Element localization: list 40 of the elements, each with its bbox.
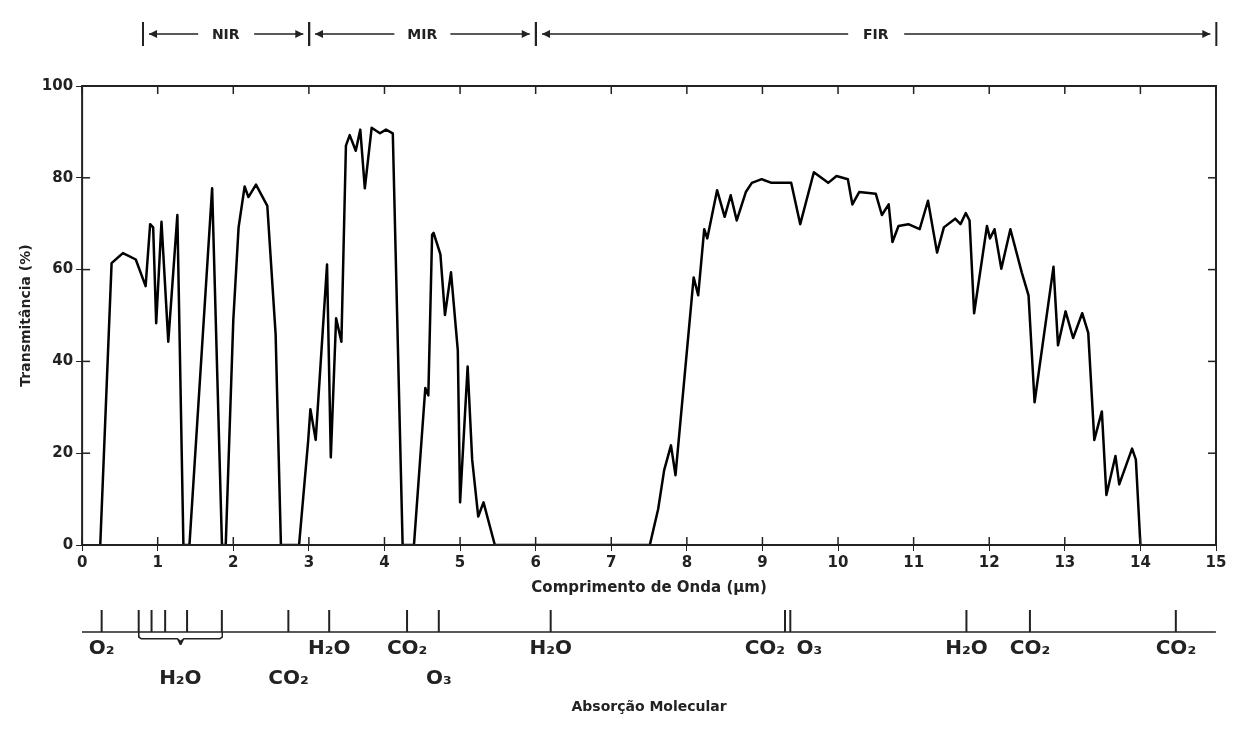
y-tick-label: 80 bbox=[52, 167, 74, 186]
x-tick-label: 7 bbox=[606, 552, 617, 571]
y-tick-label: 0 bbox=[62, 534, 74, 553]
y-tick-label: 100 bbox=[41, 75, 74, 94]
text: H₂O bbox=[529, 635, 573, 659]
text: CO₂ bbox=[1155, 635, 1197, 659]
y-tick-label: 40 bbox=[52, 351, 74, 370]
x-tick-label: 14 bbox=[1129, 552, 1151, 571]
y-tick-label: 60 bbox=[52, 259, 74, 278]
x-axis-title: Comprimento de Onda (μm) bbox=[531, 577, 767, 596]
x-tick-label: 2 bbox=[228, 552, 239, 571]
text: H₂O bbox=[945, 635, 988, 659]
text: CO₂ bbox=[386, 635, 428, 659]
y-tick-label: 20 bbox=[52, 443, 74, 462]
x-tick-label: 3 bbox=[303, 552, 315, 571]
y-axis-title: Transmitância (%) bbox=[17, 244, 34, 387]
text: NIR bbox=[211, 25, 240, 43]
text: CO₂ bbox=[268, 665, 309, 689]
x-tick-label: 13 bbox=[1054, 552, 1076, 571]
x-tick-label: 5 bbox=[454, 552, 466, 571]
x-tick-label: 1 bbox=[152, 552, 163, 571]
text: Absorção Molecular bbox=[571, 697, 727, 715]
text: MIR bbox=[407, 25, 438, 43]
text: FIR bbox=[863, 25, 889, 43]
x-tick-label: 11 bbox=[903, 552, 925, 571]
text: O₂ bbox=[88, 635, 115, 659]
text: CO₂ bbox=[1009, 635, 1051, 659]
text: CO₂ bbox=[744, 635, 786, 659]
x-tick-label: 0 bbox=[76, 552, 88, 571]
x-tick-label: 15 bbox=[1205, 552, 1227, 571]
x-tick-label: 12 bbox=[978, 552, 1000, 571]
text: O₃ bbox=[796, 635, 823, 659]
x-tick-label: 10 bbox=[827, 552, 849, 571]
text: O₃ bbox=[426, 665, 452, 689]
x-tick-label: 9 bbox=[757, 552, 768, 571]
x-tick-label: 6 bbox=[530, 552, 541, 571]
text: H₂O bbox=[159, 665, 202, 689]
text: H₂O bbox=[308, 635, 351, 659]
x-tick-label: 4 bbox=[379, 552, 390, 571]
x-tick-label: 8 bbox=[681, 552, 693, 571]
